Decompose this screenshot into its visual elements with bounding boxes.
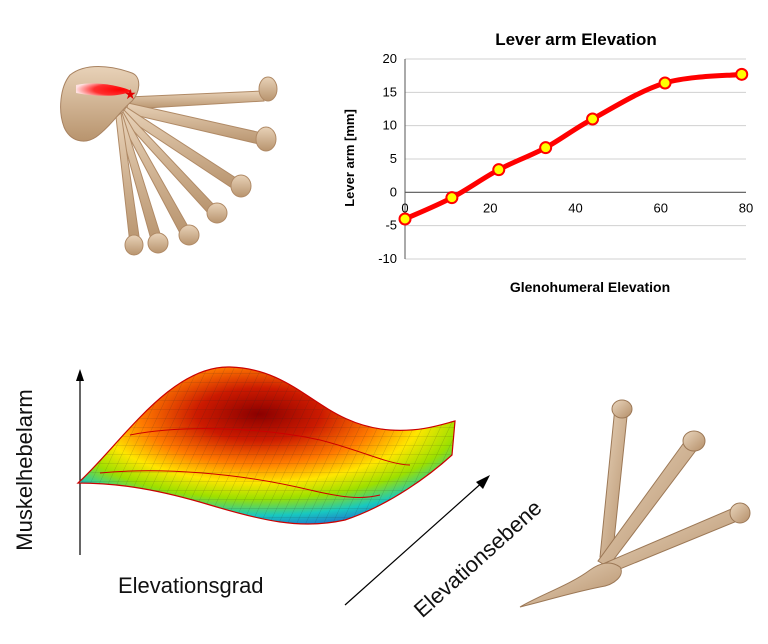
data-point — [539, 141, 553, 155]
x-tick-label: 0 — [401, 200, 408, 215]
x-tick-label: 80 — [739, 200, 753, 215]
y-axis-arrow — [344, 475, 490, 606]
humerus-fan — [115, 76, 278, 256]
data-point — [398, 212, 412, 226]
y-tick-label: 10 — [383, 118, 397, 133]
data-point — [445, 191, 459, 205]
data-point — [492, 163, 506, 177]
y-tick-labels: -10 -5 0 5 10 15 20 — [378, 51, 397, 266]
chart-title: Lever arm Elevation — [495, 30, 657, 49]
y-axis-label: Lever arm [mm] — [342, 109, 357, 207]
y-tick-label: -10 — [378, 251, 397, 266]
data-point — [735, 67, 749, 81]
humerus-positions-illustration — [519, 399, 751, 608]
x-tick-label: 40 — [568, 200, 582, 215]
x-axis-label: Glenohumeral Elevation — [510, 279, 670, 295]
lever-arm-chart: Lever arm Elevation -10 -5 0 5 10 15 20 0 20 40 6… — [342, 30, 753, 295]
y-tick-label: 15 — [383, 84, 397, 99]
data-point — [586, 112, 600, 126]
x-tick-labels: 0 20 40 60 80 — [401, 200, 753, 215]
y-tick-label: 20 — [383, 51, 397, 66]
y-tick-label: 0 — [390, 184, 397, 199]
chart-gridlines — [404, 58, 746, 260]
joint-star-icon: ★ — [124, 86, 137, 102]
y-tick-label: 5 — [390, 151, 397, 166]
series-markers — [398, 67, 749, 226]
muscle-red — [76, 83, 132, 96]
z-axis-label: Muskelhebelarm — [12, 389, 37, 551]
scapula-humerus-fan-illustration: ★ — [60, 66, 278, 256]
x-tick-label: 60 — [654, 200, 668, 215]
y-tick-label: -5 — [385, 218, 397, 233]
x-axis-label-3d: Elevationsgrad — [118, 573, 264, 598]
data-point — [658, 76, 672, 90]
muscle-lever-surface-plot — [76, 366, 456, 555]
x-tick-label: 20 — [483, 200, 497, 215]
